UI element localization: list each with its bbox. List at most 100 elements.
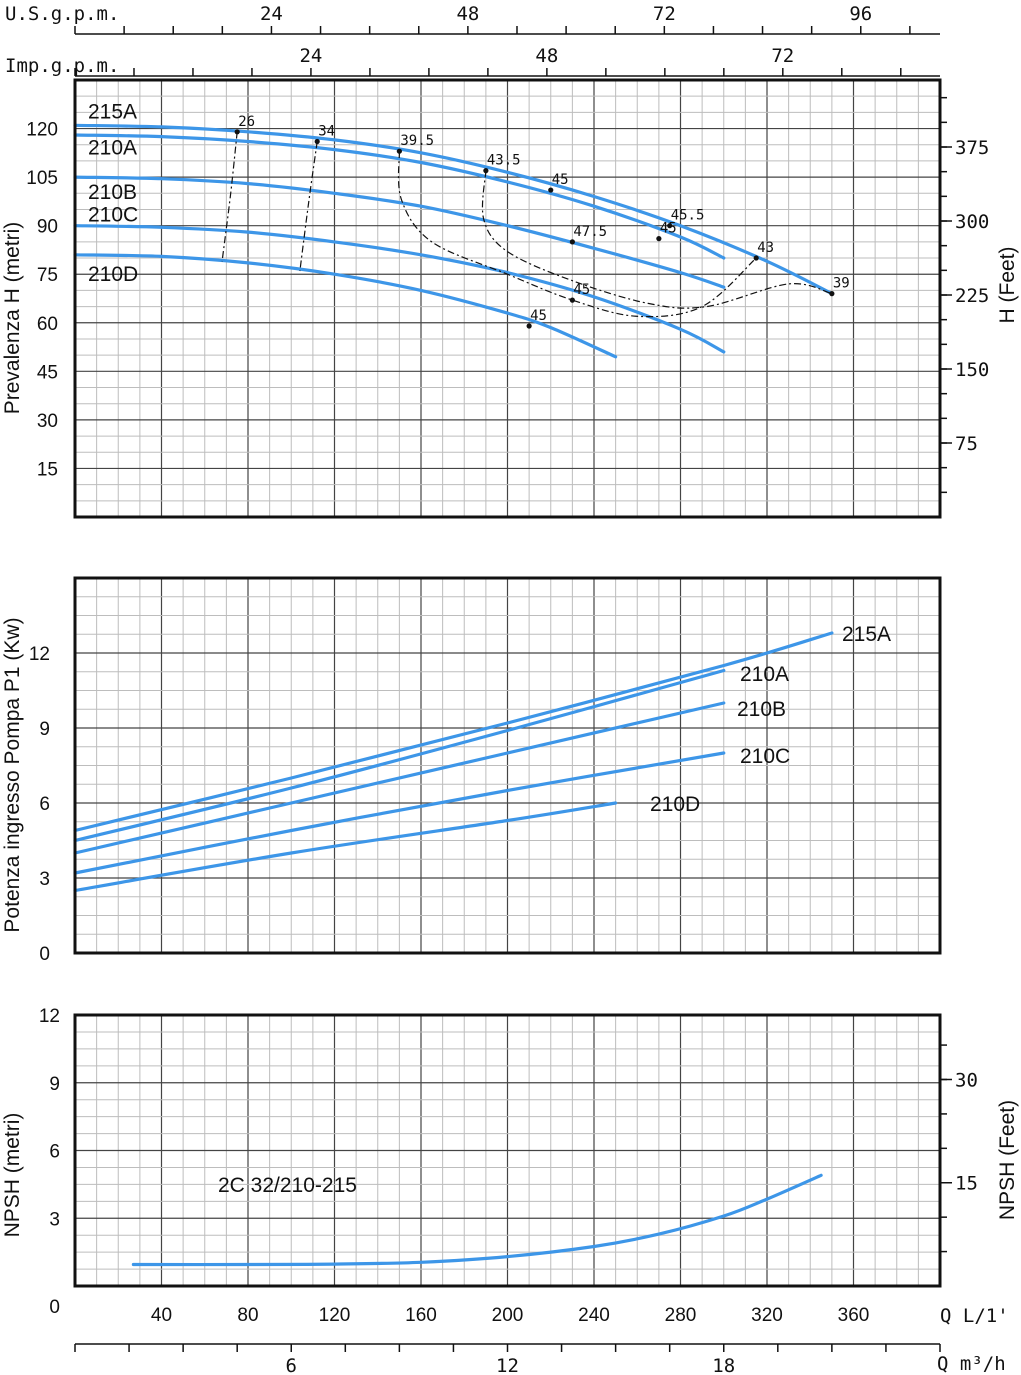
power-series-labels: 215A 210A 210B 210C 210D xyxy=(650,623,891,816)
flow-m3h-tick-label: 6 xyxy=(286,1355,297,1375)
impgpm-tick-label: 72 xyxy=(771,45,794,67)
npsh-curve xyxy=(131,1173,823,1267)
power-curve-215a xyxy=(73,631,834,833)
head-y-right-tick-label: 300 xyxy=(955,211,989,233)
power-series-label: 210D xyxy=(650,793,700,816)
head-y-tick-label: 45 xyxy=(37,362,58,383)
usgpm-tick-label: 96 xyxy=(849,3,872,25)
head-series-label: 210D xyxy=(88,263,138,286)
npsh-y-tick-label: 6 xyxy=(49,1142,60,1163)
flow-lpm-tick-label: 280 xyxy=(665,1305,697,1326)
flow-m3h-axis-label: Q m³/h xyxy=(937,1353,1006,1375)
power-y-tick-label: 9 xyxy=(39,719,50,740)
power-series-label: 210B xyxy=(737,698,786,721)
head-curve-215a xyxy=(73,123,834,296)
flow-m3h-ticks: 6 12 18 xyxy=(74,1344,941,1375)
efficiency-label: 43 xyxy=(757,240,774,256)
power-y-tick-label: 3 xyxy=(39,869,50,890)
efficiency-point xyxy=(483,168,489,174)
efficiency-label: 45.5 xyxy=(671,208,705,224)
head-y-ticks: 15 30 45 60 75 90 105 120 xyxy=(26,120,58,481)
efficiency-point xyxy=(667,223,673,229)
head-series-label: 215A xyxy=(88,100,137,123)
efficiency-point xyxy=(569,239,575,245)
npsh-y-axis-title: NPSH (metri) xyxy=(1,1113,24,1238)
power-grid xyxy=(74,577,941,954)
flow-lpm-tick-label: 320 xyxy=(751,1305,783,1326)
efficiency-label: 43.5 xyxy=(487,153,521,169)
power-series-label: 210A xyxy=(740,663,789,686)
flow-lpm-tick-label: 120 xyxy=(319,1305,351,1326)
flow-lpm-tick-label: 240 xyxy=(578,1305,610,1326)
head-y-tick-label: 105 xyxy=(26,168,58,189)
usgpm-tick-label: 48 xyxy=(456,3,479,25)
head-curves xyxy=(73,123,834,359)
npsh-y-right-tick-label: 30 xyxy=(955,1069,978,1091)
efficiency-label: 26 xyxy=(238,114,255,130)
head-series-label: 210A xyxy=(88,136,137,159)
head-series-label: 210B xyxy=(88,181,137,204)
head-y-right-tick-label: 225 xyxy=(955,285,989,307)
head-curve-210c xyxy=(73,224,726,354)
head-y-axis-title: Prevalenza H (metri) xyxy=(1,222,24,415)
head-curve-210d xyxy=(73,253,618,359)
npsh-curves xyxy=(131,1173,823,1267)
npsh-frame xyxy=(73,1013,942,1288)
power-series-label: 210C xyxy=(740,745,790,768)
efficiency-label: 45 xyxy=(573,282,590,298)
efficiency-point xyxy=(526,323,532,329)
power-curves xyxy=(73,631,834,893)
npsh-y-ticks: 0 3 6 9 12 xyxy=(39,1006,60,1318)
power-curve-210a xyxy=(73,668,726,843)
head-frame xyxy=(73,78,942,519)
flow-m3h-tick-label: 12 xyxy=(496,1355,519,1375)
power-y-ticks: 0 3 6 9 12 xyxy=(29,644,50,965)
efficiency-point xyxy=(829,291,835,297)
head-y-right-ticks: 75 150 225 300 375 xyxy=(940,96,989,494)
head-y-right-tick-label: 375 xyxy=(955,137,989,159)
usgpm-tick-label: 24 xyxy=(260,3,283,25)
impgpm-tick-label: 48 xyxy=(535,45,558,67)
power-y-tick-label: 12 xyxy=(29,644,50,665)
efficiency-label: 34 xyxy=(318,124,335,140)
power-frame xyxy=(73,576,942,955)
head-series-label: 210C xyxy=(88,204,138,227)
head-y-tick-label: 75 xyxy=(37,265,58,286)
npsh-model-annotation: 2C 32/210-215 xyxy=(218,1174,357,1197)
flow-lpm-ticks: 40 80 120 160 200 240 280 320 360 xyxy=(151,1305,869,1326)
efficiency-label: 47.5 xyxy=(573,224,607,240)
efficiency-point xyxy=(656,236,662,242)
usgpm-tick-label: 72 xyxy=(653,3,676,25)
flow-lpm-tick-label: 80 xyxy=(237,1305,258,1326)
power-y-tick-label: 6 xyxy=(39,794,50,815)
head-y-tick-label: 60 xyxy=(37,314,58,335)
efficiency-isoline xyxy=(481,170,833,309)
flow-m3h-tick-label: 18 xyxy=(712,1355,735,1375)
npsh-y-tick-label: 9 xyxy=(49,1074,60,1095)
efficiency-point xyxy=(569,297,575,303)
npsh-y-tick-label: 12 xyxy=(39,1006,60,1027)
head-curve-210b xyxy=(73,175,726,289)
power-curve-210d xyxy=(73,801,618,893)
power-y-axis-title: Potenza ingresso Pompa P1 (Kw) xyxy=(1,617,24,932)
impgpm-axis-label: Imp.g.p.m. xyxy=(5,55,119,77)
efficiency-label: 45 xyxy=(530,308,547,324)
power-y-tick-label: 0 xyxy=(39,944,50,965)
flow-lpm-tick-label: 200 xyxy=(492,1305,524,1326)
head-y-tick-label: 120 xyxy=(26,120,58,141)
npsh-y-right-axis-title: NPSH (Feet) xyxy=(996,1100,1019,1220)
power-panel: 215A 210A 210B 210C 210D 0 3 6 9 12 Potenza ingr… xyxy=(1,576,942,965)
npsh-y-tick-label: 0 xyxy=(49,1297,60,1318)
efficiency-point xyxy=(396,148,402,154)
power-curve-210b xyxy=(73,701,726,855)
head-y-right-tick-label: 150 xyxy=(955,359,989,381)
flow-lpm-tick-label: 160 xyxy=(405,1305,437,1326)
head-efficiency-lines xyxy=(221,131,833,318)
npsh-grid xyxy=(74,1014,941,1287)
